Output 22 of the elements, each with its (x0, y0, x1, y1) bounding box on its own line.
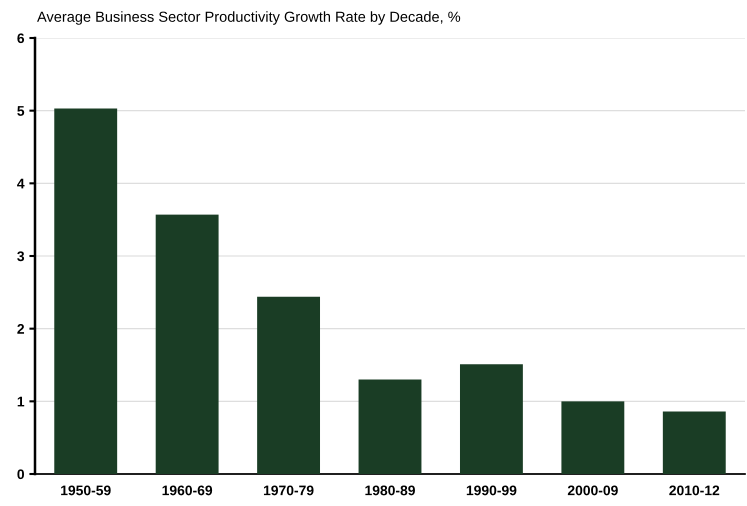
x-tick-label: 2010-12 (669, 485, 720, 496)
bar (460, 364, 523, 474)
y-tick-label: 4 (17, 178, 25, 188)
y-tick-label: 5 (17, 106, 24, 116)
bar (54, 108, 118, 474)
bar (561, 401, 624, 474)
y-tick-label: 0 (17, 469, 24, 480)
bar (662, 412, 726, 474)
bar (358, 380, 422, 474)
y-tick-label: 6 (17, 33, 24, 44)
x-tick-label: 2000-09 (568, 485, 618, 496)
x-tick-label: 1950-59 (61, 485, 111, 496)
bar (156, 214, 219, 474)
x-tick-label: 1980-89 (365, 485, 415, 496)
y-tick-label: 3 (17, 251, 24, 262)
x-tick-label: 1960-69 (162, 485, 212, 496)
x-tick-label: 1970-79 (264, 485, 314, 496)
x-tick-label: 1990-99 (466, 485, 516, 496)
bar (257, 296, 320, 474)
y-tick-label: 2 (17, 324, 24, 334)
chart-title: Average Business Sector Productivity Growth Rate by Decade, % (37, 11, 460, 25)
y-tick-label: 1 (18, 396, 24, 406)
